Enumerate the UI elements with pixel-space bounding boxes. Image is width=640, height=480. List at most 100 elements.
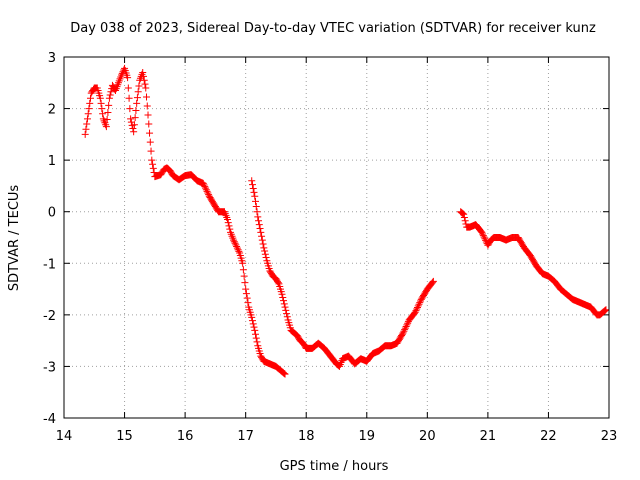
data-point (224, 219, 232, 227)
data-point (134, 88, 142, 96)
data-point (99, 110, 107, 118)
data-point (243, 294, 251, 302)
data-point (260, 244, 268, 252)
data-point (202, 186, 210, 194)
data-point (97, 99, 105, 107)
data-point (402, 322, 410, 330)
data-point (107, 88, 115, 96)
data-point (404, 319, 412, 327)
data-point (232, 241, 240, 249)
data-point (141, 80, 149, 88)
data-point (143, 93, 151, 101)
series-segment-1 (81, 64, 289, 378)
data-point (259, 240, 267, 248)
y-tick-label: 0 (48, 206, 56, 221)
data-point (281, 303, 289, 311)
data-point (82, 125, 90, 133)
data-point (96, 94, 104, 102)
data-point (133, 94, 141, 102)
data-point (86, 94, 94, 102)
data-point (143, 102, 151, 110)
data-point (224, 215, 231, 223)
data-point (278, 290, 286, 298)
data-point (258, 236, 266, 244)
series-segment-2 (248, 177, 437, 370)
data-point (225, 222, 233, 230)
data-point (150, 169, 158, 177)
data-point (248, 317, 256, 325)
data-point (239, 259, 247, 267)
data-point (130, 128, 138, 136)
data-point (413, 305, 421, 313)
data-point (257, 228, 265, 236)
data-point (81, 130, 89, 138)
data-point (254, 213, 262, 221)
data-point (601, 306, 609, 314)
data-point (133, 99, 141, 107)
data-point (146, 129, 154, 137)
data-point (105, 94, 113, 102)
data-point (250, 323, 258, 331)
data-point (106, 91, 114, 99)
data-point (205, 191, 213, 199)
data-point (429, 277, 437, 285)
data-point (414, 302, 422, 310)
data-point (251, 192, 259, 200)
y-tick-labels: -4 -3 -2 -1 0 1 2 3 (43, 51, 56, 427)
data-point (239, 266, 247, 274)
data-point (417, 297, 425, 305)
data-point (258, 232, 266, 240)
data-point (244, 299, 252, 307)
data-point (126, 105, 134, 113)
y-tick-label: -2 (43, 309, 56, 324)
data-point (261, 247, 269, 255)
data-point (250, 188, 258, 196)
data-point (282, 306, 290, 314)
data-point (283, 310, 291, 318)
data-point (147, 147, 155, 155)
x-tick-label: 15 (116, 429, 133, 444)
data-point (102, 123, 110, 131)
data-point (262, 253, 270, 261)
data-point (201, 183, 209, 191)
data-point (146, 138, 154, 146)
data-point (234, 246, 242, 254)
data-point (131, 114, 139, 122)
data-point (401, 324, 409, 332)
data-point (231, 239, 239, 247)
data-point (139, 68, 147, 76)
data-point (98, 105, 106, 113)
data-point (142, 84, 150, 92)
data-point (459, 210, 467, 218)
y-tick-label: -3 (43, 360, 56, 375)
data-point (478, 228, 486, 236)
y-tick-label: -1 (43, 257, 56, 272)
data-point (132, 107, 140, 115)
data-point (415, 300, 423, 308)
data-point (105, 101, 113, 109)
data-point (280, 370, 288, 378)
data-point (233, 244, 241, 252)
data-point (280, 300, 288, 308)
x-tick-label: 17 (237, 429, 254, 444)
data-point (84, 110, 92, 118)
data-point (149, 160, 157, 168)
data-point (399, 329, 407, 337)
data-point (202, 184, 210, 192)
x-tick-label: 16 (177, 429, 194, 444)
data-point (83, 120, 91, 128)
data-point (256, 224, 264, 232)
x-tick-label: 23 (601, 429, 618, 444)
data-point (280, 369, 288, 377)
data-point (140, 76, 148, 84)
data-point (144, 111, 152, 119)
data-point (127, 115, 135, 123)
data-point (280, 297, 288, 305)
data-point (125, 94, 133, 102)
data-point (413, 303, 421, 311)
data-point (199, 179, 207, 187)
x-tick-label: 21 (480, 429, 497, 444)
data-point (248, 181, 256, 189)
x-tick-label: 20 (419, 429, 436, 444)
data-point (411, 308, 419, 316)
